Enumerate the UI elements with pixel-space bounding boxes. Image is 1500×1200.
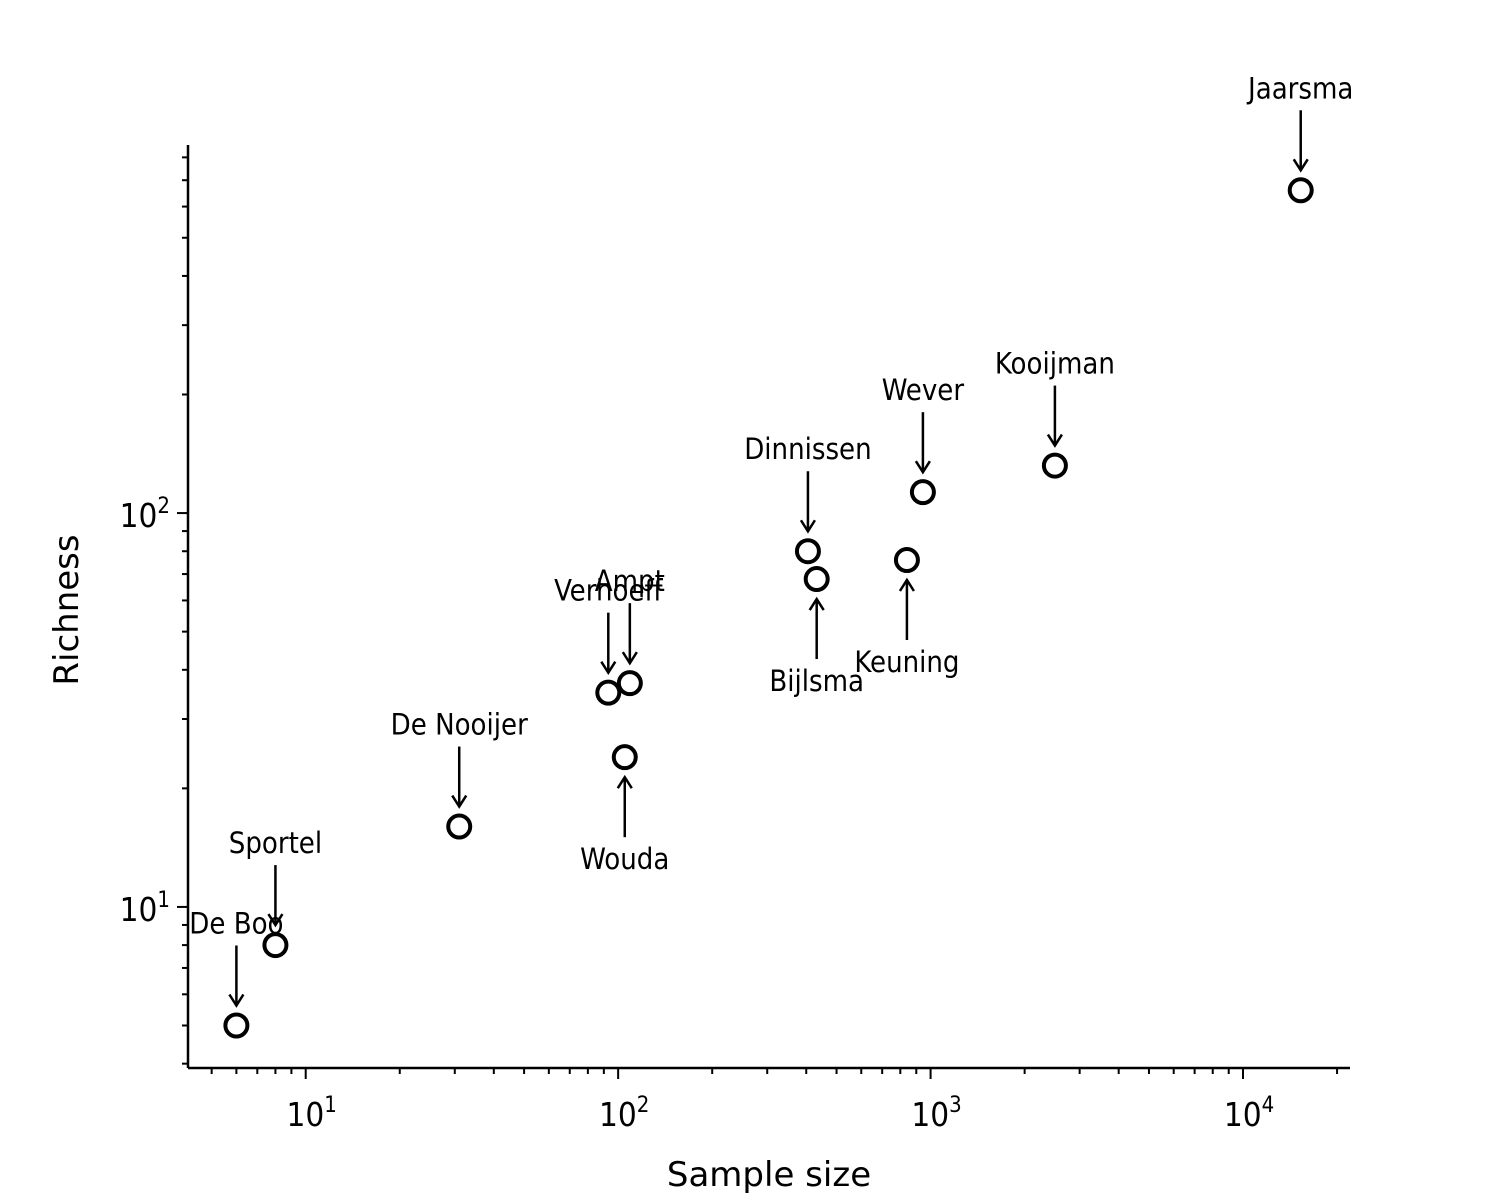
x-tick-label: 104: [1224, 1093, 1274, 1134]
annotation-arrowhead: [228, 993, 245, 1008]
y-tick-label: 101: [120, 888, 170, 929]
annotation-label: Ampt: [595, 564, 665, 598]
data-point: [446, 813, 473, 840]
data-point: [223, 1012, 250, 1039]
data-point: [909, 479, 936, 506]
x-axis-label: Sample size: [667, 1155, 871, 1195]
data-point: [1041, 452, 1068, 479]
axes: 101 102 103 104 101 102: [120, 145, 1350, 1134]
annotation-arrowhead: [914, 460, 931, 475]
annotation-label: Verhoeff: [554, 574, 663, 608]
annotation-label: Bijlsma: [769, 664, 864, 698]
data-point: [616, 670, 643, 697]
annotation-arrowhead: [1046, 433, 1063, 448]
annotation-arrowhead: [808, 596, 825, 611]
data-point: [794, 538, 821, 565]
annotation-label: Wouda: [580, 842, 669, 876]
annotation-label: Keuning: [854, 645, 959, 679]
y-axis-label: Richness: [47, 534, 87, 685]
annotation-arrowhead: [621, 651, 638, 666]
annotation-arrowhead: [267, 913, 284, 928]
annotation-label: Jaarsma: [1246, 71, 1353, 105]
data-point: [893, 547, 920, 574]
data-point: [611, 744, 638, 771]
annotation-label: De Boo: [189, 906, 283, 940]
x-tick-label: 102: [599, 1093, 649, 1134]
data-point: [803, 566, 830, 593]
annotation-arrowhead: [898, 577, 915, 592]
x-tick-label: 103: [911, 1093, 961, 1134]
annotation-label: Dinnissen: [744, 432, 871, 466]
annotation-arrowhead: [600, 660, 617, 675]
x-tick-label: 101: [287, 1093, 337, 1134]
annotation-label: Kooijman: [995, 347, 1115, 381]
data-point: [1287, 177, 1314, 204]
data-points: [223, 177, 1314, 1039]
y-tick-label: 102: [120, 494, 170, 535]
annotation-arrowhead: [616, 774, 633, 789]
annotation-label: Wever: [882, 373, 965, 407]
annotation-label: Sportel: [229, 826, 322, 860]
annotation-arrowhead: [1292, 158, 1309, 173]
annotation-arrowhead: [799, 519, 816, 534]
data-point: [595, 679, 622, 706]
annotation-label: De Nooijer: [391, 708, 528, 742]
annotation-arrowhead: [451, 794, 468, 809]
data-point: [262, 932, 289, 959]
